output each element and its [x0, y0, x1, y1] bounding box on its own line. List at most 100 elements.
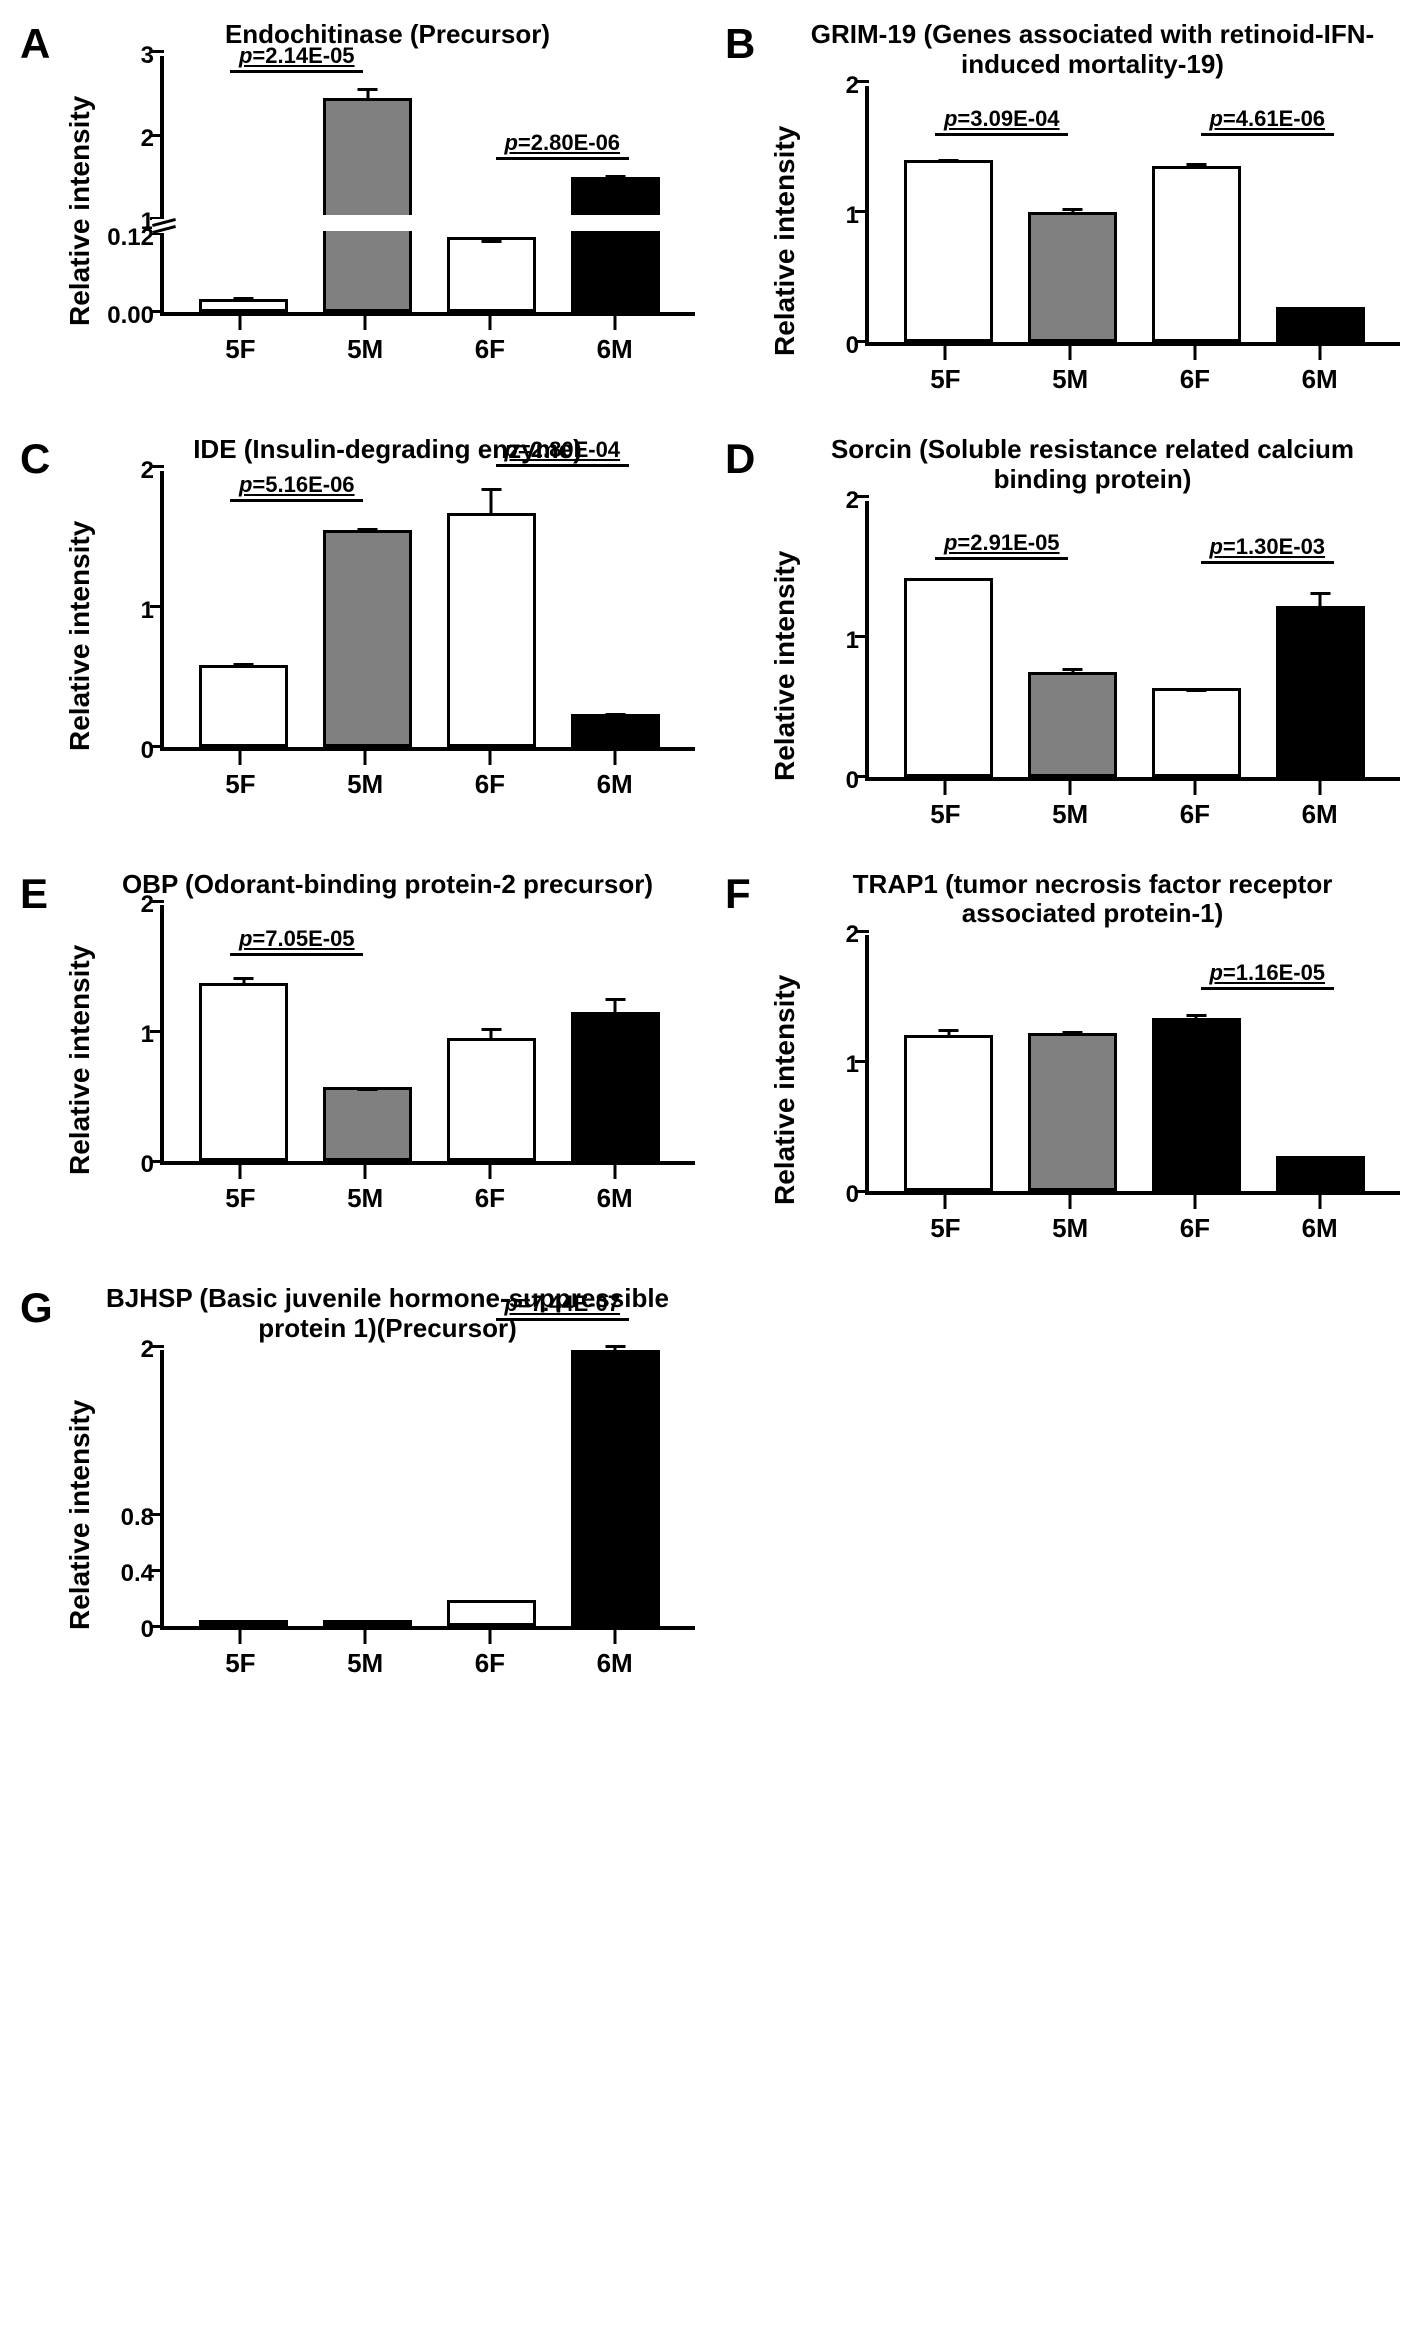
x-tick-label: 6F [428, 1630, 553, 1679]
bar [1028, 672, 1117, 777]
x-tick-label: 6M [552, 1630, 677, 1679]
y-axis-label: Relative intensity [60, 56, 100, 365]
y-tick-label: 0 [846, 1181, 859, 1209]
bar-column [430, 1350, 554, 1626]
x-tick-label: 5M [1008, 781, 1133, 830]
plot-area: p=3.09E-04 p=4.61E-06 [865, 86, 1400, 346]
y-tick-label: 2 [141, 891, 154, 919]
y-tick-label: 0 [846, 332, 859, 360]
y-tick-label: 2 [846, 72, 859, 100]
error-bar [490, 488, 493, 516]
bar [199, 983, 288, 1161]
y-tick-label: 0 [141, 1151, 154, 1179]
y-ticks: 012 [100, 905, 160, 1165]
x-ticks: 5F5M6F6M [865, 781, 1400, 830]
bar-column [182, 471, 306, 747]
x-tick-label: 6F [1133, 346, 1258, 395]
x-ticks: 5F5M6F6M [160, 1630, 695, 1679]
panel-F: F TRAP1 (tumor necrosis factor receptor a… [725, 870, 1400, 1245]
significance-label: p=5.16E-06 [239, 472, 355, 498]
x-tick-label: 5F [178, 751, 303, 800]
bar [1152, 166, 1241, 342]
significance-bracket [496, 157, 629, 160]
bar-column [1011, 935, 1135, 1191]
bar [323, 1620, 412, 1626]
error-bar [1195, 163, 1198, 170]
significance-bracket [935, 557, 1068, 560]
panel-letter: E [20, 870, 48, 918]
chart-wrap: Relative intensity0.000.12123p=2.14E-05p… [60, 56, 695, 365]
significance-label: p=2.14E-05 [239, 43, 355, 69]
panel-letter: F [725, 870, 751, 918]
x-tick-label: 6M [1257, 346, 1382, 395]
plot-area: p=7.05E-05 [160, 905, 695, 1165]
y-tick-label: 1 [846, 202, 859, 230]
bar [1028, 1033, 1117, 1192]
error-bar [1319, 307, 1322, 310]
error-bar [947, 1029, 950, 1038]
x-tick-label: 5F [178, 316, 303, 365]
y-axis-label: Relative intensity [765, 501, 805, 830]
x-tick-label: 6M [1257, 781, 1382, 830]
y-ticks: 012 [100, 471, 160, 751]
panel-D: DSorcin (Soluble resistance related calc… [725, 435, 1400, 830]
plot-area: p=2.91E-05p=1.30E-03 [865, 501, 1400, 781]
panel-G: GBJHSP (Basic juvenile hormone-suppressi… [20, 1284, 695, 1679]
x-ticks: 5F5M6F6M [160, 751, 695, 800]
error-bar [1319, 592, 1322, 609]
bar-column [553, 471, 677, 747]
significance-bracket [230, 499, 363, 502]
figure-grid: AEndochitinase (Precursor)Relative inten… [20, 20, 1400, 1679]
panel-letter: G [20, 1284, 53, 1332]
chart-title: Endochitinase (Precursor) [80, 20, 695, 50]
panel-letter: D [725, 435, 755, 483]
x-tick-label: 6M [552, 316, 677, 365]
y-tick-label: 0.00 [107, 302, 154, 330]
bar [199, 665, 288, 746]
bar [571, 1012, 660, 1162]
bar [904, 160, 993, 342]
bar [323, 1087, 412, 1161]
bar-column [553, 905, 677, 1161]
bar-column [430, 56, 554, 312]
significance-label: p=3.09E-04 [944, 106, 1060, 132]
panel-C: CIDE (Insulin-degrading enzyme)Relative … [20, 435, 695, 830]
chart-wrap: Relative intensity012p=2.91E-05p=1.30E-0… [765, 501, 1400, 830]
x-tick-label: 5F [883, 1195, 1008, 1244]
y-tick-label: 2 [846, 487, 859, 515]
y-axis-label: Relative intensity [60, 471, 100, 800]
bar-column [553, 56, 677, 312]
y-tick-label: 0 [141, 1616, 154, 1644]
significance-bracket [935, 133, 1068, 136]
significance-bracket [496, 464, 629, 467]
x-tick-label: 5M [303, 1165, 428, 1214]
significance-label: p=1.16E-05 [1209, 960, 1325, 986]
x-tick-label: 6F [428, 316, 553, 365]
bar [904, 578, 993, 777]
chart-title: OBP (Odorant-binding protein-2 precursor… [80, 870, 695, 900]
bar [571, 714, 660, 746]
x-tick-label: 6M [552, 1165, 677, 1214]
bar [1152, 1018, 1241, 1191]
panel-B: BGRIM-19 (Genes associated with retinoid… [725, 20, 1400, 395]
significance-label: p=4.61E-06 [1209, 106, 1325, 132]
bar [571, 177, 660, 312]
bars-container [164, 56, 695, 312]
x-tick-label: 5M [1008, 1195, 1133, 1244]
error-bar [366, 88, 369, 100]
panel-A: AEndochitinase (Precursor)Relative inten… [20, 20, 695, 395]
error-bar [947, 159, 950, 163]
chart-title: TRAP1 (tumor necrosis factor receptor as… [785, 870, 1400, 930]
y-tick-label: 1 [141, 1021, 154, 1049]
bars-container [164, 471, 695, 747]
plot-area: p=1.16E-05 [865, 935, 1400, 1195]
error-bar [614, 1345, 617, 1353]
bar-column [553, 1350, 677, 1626]
bar-column [306, 471, 430, 747]
error-bar [1071, 1031, 1074, 1036]
bar [323, 98, 412, 312]
x-tick-label: 5M [303, 316, 428, 365]
y-ticks: 00.40.82 [100, 1350, 160, 1630]
error-bar [614, 175, 617, 180]
chart-wrap: Relative intensity012p=1.16E-055F5M6F6M [765, 935, 1400, 1244]
